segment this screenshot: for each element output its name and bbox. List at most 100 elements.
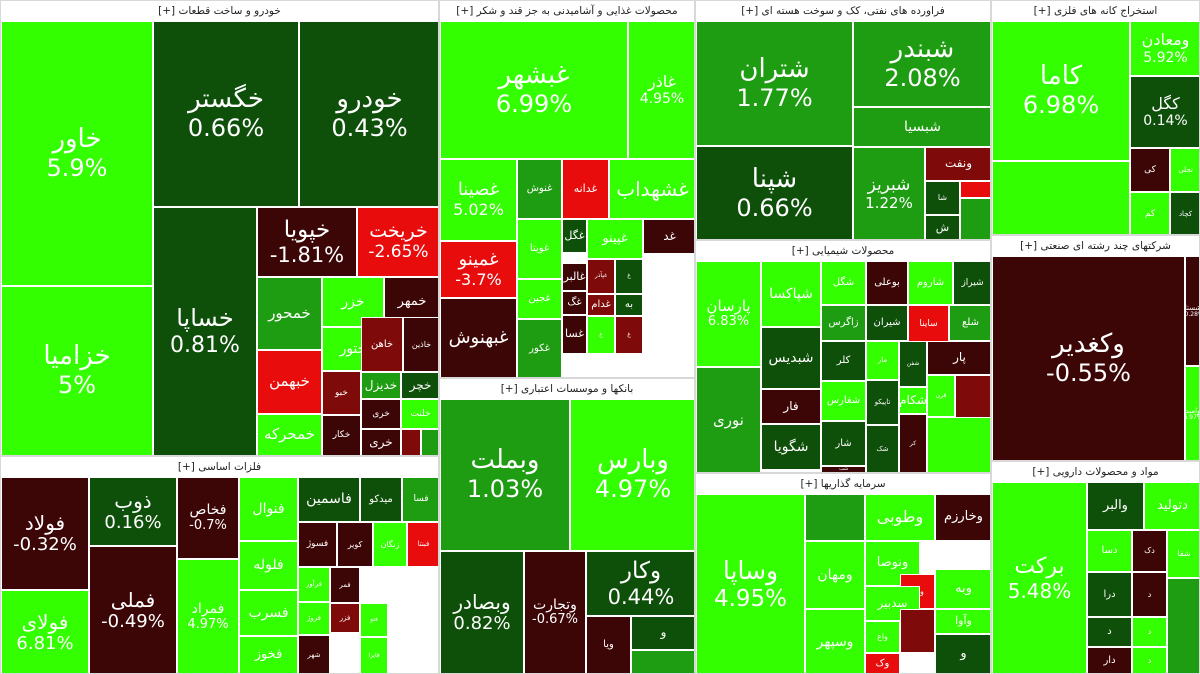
sector-title-expand[interactable]: استخراج کانه های فلزی [+]: [992, 1, 1199, 21]
stock-tile[interactable]: غاذر 4.95%: [628, 21, 694, 159]
stock-tile[interactable]: شلع: [949, 305, 990, 341]
stock-tile[interactable]: فملی -0.49%: [89, 546, 177, 673]
stock-tile[interactable]: برکت 5.48%: [992, 482, 1087, 673]
stock-tile[interactable]: زاگرس: [821, 305, 866, 341]
stock-tile[interactable]: [421, 429, 438, 455]
stock-tile[interactable]: فار: [761, 389, 821, 424]
stock-tile[interactable]: غجین: [517, 279, 562, 319]
stock-tile[interactable]: غسا: [562, 315, 587, 354]
sector-title-expand[interactable]: سرمایه گذاریها [+]: [696, 474, 990, 494]
stock-tile[interactable]: خودرو 0.43%: [299, 21, 438, 207]
stock-tile[interactable]: وخارزم: [935, 494, 990, 541]
stock-tile[interactable]: فروژ: [298, 602, 330, 635]
stock-tile[interactable]: والبر: [1087, 482, 1144, 530]
stock-tile[interactable]: شپنا 0.66%: [696, 146, 853, 239]
stock-tile[interactable]: وکغدیر -0.55%: [992, 256, 1185, 460]
stock-tile[interactable]: شکام: [899, 387, 927, 414]
stock-tile[interactable]: میدکو: [360, 477, 402, 522]
sector-title-expand[interactable]: مواد و محصولات دارویی [+]: [992, 462, 1199, 482]
stock-tile[interactable]: کگل 0.14%: [1130, 76, 1199, 148]
stock-tile[interactable]: غپینو: [587, 219, 643, 259]
stock-tile[interactable]: غصینا 5.02%: [440, 159, 517, 241]
stock-tile[interactable]: ویا: [586, 616, 631, 673]
stock-tile[interactable]: وسپهر: [805, 609, 865, 673]
stock-tile[interactable]: فنوال: [239, 477, 298, 541]
stock-tile[interactable]: [960, 198, 990, 239]
stock-tile[interactable]: غپآذر: [587, 259, 615, 294]
stock-tile[interactable]: شبندر 2.08%: [853, 21, 990, 107]
stock-tile[interactable]: غدام: [587, 294, 615, 316]
stock-tile[interactable]: شپاکسا: [761, 261, 821, 327]
stock-tile[interactable]: شاروم: [908, 261, 953, 305]
stock-tile[interactable]: پارسان 6.83%: [696, 261, 761, 367]
stock-tile[interactable]: بوعلی: [866, 261, 908, 305]
stock-tile[interactable]: فخوز: [239, 636, 298, 673]
stock-tile[interactable]: د: [1132, 617, 1167, 647]
stock-tile[interactable]: خمحرکه: [257, 414, 322, 455]
sector-title-expand[interactable]: بانکها و موسسات اعتباری [+]: [440, 379, 694, 399]
stock-tile[interactable]: غشهداب: [609, 159, 694, 219]
stock-tile[interactable]: فسرب: [239, 590, 298, 636]
stock-tile[interactable]: د: [1132, 572, 1167, 617]
stock-tile[interactable]: وبه: [935, 569, 990, 609]
stock-tile[interactable]: شک: [866, 425, 899, 472]
stock-tile[interactable]: شتران 1.77%: [696, 21, 853, 146]
stock-tile[interactable]: شیراز: [953, 261, 990, 305]
stock-tile[interactable]: شهر: [298, 635, 330, 673]
stock-tile[interactable]: غکور: [517, 319, 562, 377]
stock-tile[interactable]: غ: [615, 259, 643, 294]
stock-tile[interactable]: خاذین: [403, 317, 438, 372]
stock-tile[interactable]: فبنتا: [407, 522, 438, 567]
stock-tile[interactable]: [927, 417, 990, 472]
stock-tile[interactable]: شفا: [1167, 530, 1199, 578]
stock-tile[interactable]: غبشهر 6.99%: [440, 21, 628, 159]
sector-title-expand[interactable]: شرکتهای چند رشته ای صنعتی [+]: [992, 236, 1199, 256]
stock-tile[interactable]: غبهنوش: [440, 298, 517, 377]
stock-tile[interactable]: فخاص -0.7%: [177, 477, 239, 559]
sector-title-expand[interactable]: فلزات اساسی [+]: [1, 457, 438, 477]
stock-tile[interactable]: شیران: [866, 305, 908, 341]
stock-tile[interactable]: فتو: [360, 603, 388, 637]
sector-title-expand[interactable]: محصولات غذایی و آشامیدنی به جز قند و شکر…: [440, 1, 694, 21]
stock-tile[interactable]: خزر: [322, 277, 384, 327]
stock-tile[interactable]: وبصادر 0.82%: [440, 551, 524, 673]
sector-title-expand[interactable]: خودرو و ساخت قطعات [+]: [1, 1, 438, 21]
stock-tile[interactable]: شگویا: [761, 424, 821, 470]
stock-tile[interactable]: [1167, 578, 1199, 673]
stock-tile[interactable]: د: [1132, 647, 1167, 673]
stock-tile[interactable]: وکار 0.44%: [586, 551, 694, 616]
stock-tile[interactable]: فرآور: [298, 567, 330, 602]
stock-tile[interactable]: خساپا 0.81%: [153, 207, 257, 455]
stock-tile[interactable]: غگل: [562, 219, 587, 253]
stock-tile[interactable]: شبدیس: [761, 327, 821, 389]
stock-tile[interactable]: زنگان: [373, 522, 407, 567]
stock-tile[interactable]: شبسیا: [853, 107, 990, 147]
stock-tile[interactable]: خری: [361, 399, 401, 429]
stock-tile[interactable]: غ: [615, 316, 643, 354]
stock-tile[interactable]: ومهان: [805, 541, 865, 609]
stock-tile[interactable]: تجلی: [1170, 148, 1199, 192]
stock-tile[interactable]: کر: [899, 414, 927, 472]
stock-tile[interactable]: کچاد: [1170, 192, 1199, 234]
stock-tile[interactable]: واع: [865, 621, 900, 653]
stock-tile[interactable]: درا: [1087, 572, 1132, 617]
stock-tile[interactable]: خاور 5.9%: [1, 21, 153, 286]
stock-tile[interactable]: [401, 429, 421, 455]
stock-tile[interactable]: ذوب 0.16%: [89, 477, 177, 546]
sector-title-expand[interactable]: فراورده های نفتی، کک و سوخت هسته ای [+]: [696, 1, 990, 21]
stock-tile[interactable]: [900, 609, 935, 653]
stock-tile[interactable]: خمحور: [257, 277, 322, 350]
stock-tile[interactable]: وبارس 4.97%: [570, 399, 694, 551]
stock-tile[interactable]: غدانه: [562, 159, 609, 219]
stock-tile[interactable]: فزر: [330, 603, 360, 633]
stock-tile[interactable]: خاهن: [361, 317, 403, 372]
stock-tile[interactable]: خچر: [401, 372, 438, 399]
stock-tile[interactable]: کی: [1130, 148, 1170, 192]
stock-tile[interactable]: [805, 494, 865, 541]
stock-tile[interactable]: کویر: [337, 522, 373, 567]
stock-tile[interactable]: خبو: [322, 371, 361, 415]
stock-tile[interactable]: شار: [821, 421, 866, 466]
stock-tile[interactable]: دتولید: [1144, 482, 1199, 530]
stock-tile[interactable]: غنوش: [517, 159, 562, 219]
stock-tile[interactable]: خپویا -1.81%: [257, 207, 357, 277]
